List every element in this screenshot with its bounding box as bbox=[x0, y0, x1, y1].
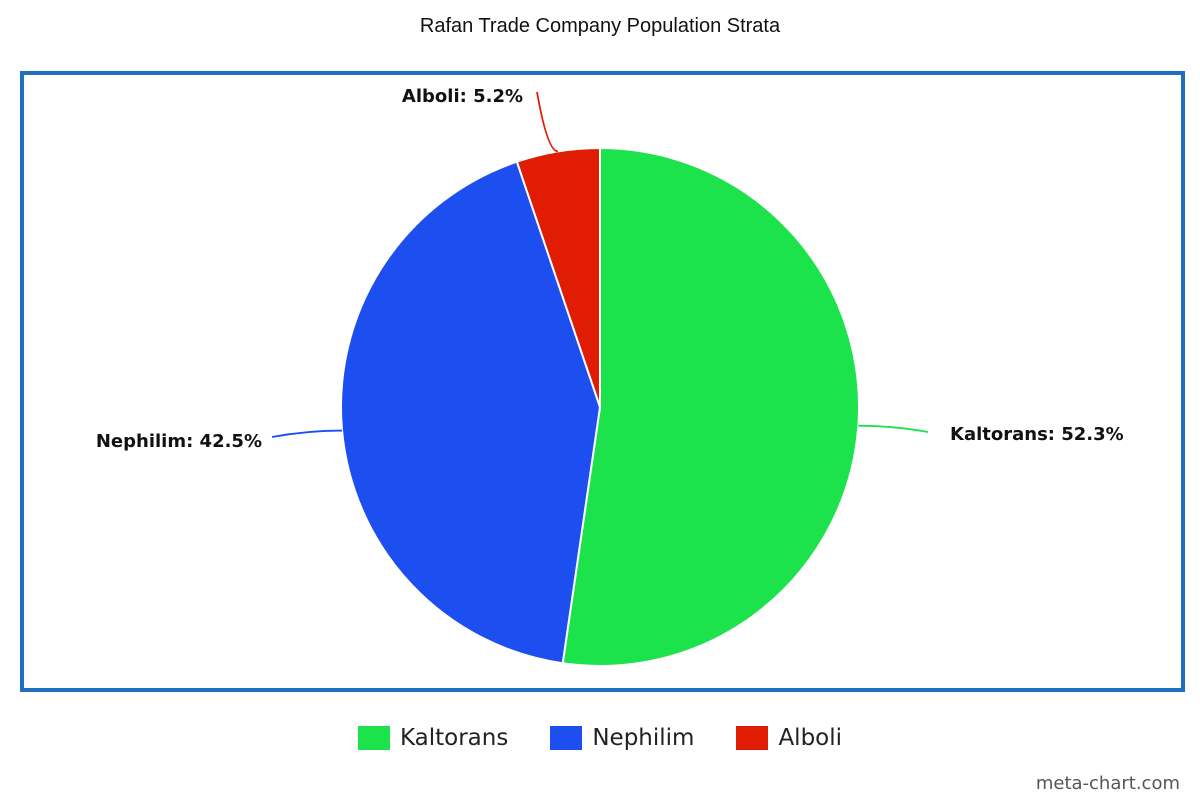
pie-slice-alboli[interactable] bbox=[515, 146, 601, 408]
legend-item-alboli[interactable]: Alboli bbox=[736, 725, 842, 751]
leader-line-nephilim bbox=[271, 429, 343, 438]
data-label-alboli: Alboli: 5.2% bbox=[402, 86, 523, 107]
legend-swatch-alboli bbox=[736, 726, 769, 750]
watermark-text[interactable]: meta-chart.com bbox=[1035, 773, 1180, 794]
legend-swatch-nephilim bbox=[550, 726, 583, 750]
legend-item-kaltorans[interactable]: Kaltorans bbox=[357, 725, 509, 751]
legend-label-alboli: Alboli bbox=[778, 725, 843, 751]
legend-label-kaltorans: Kaltorans bbox=[399, 725, 509, 751]
pie-slice-nephilim[interactable] bbox=[340, 160, 602, 665]
chart-title: Rafan Trade Company Population Strata bbox=[419, 15, 781, 37]
legend-swatch-kaltorans bbox=[357, 726, 390, 750]
legend: Kaltorans Nephilim Alboli bbox=[0, 725, 1200, 751]
legend-item-nephilim[interactable]: Nephilim bbox=[550, 725, 694, 751]
pie-slice-kaltorans[interactable] bbox=[561, 146, 860, 667]
data-label-nephilim: Nephilim: 42.5% bbox=[96, 431, 262, 452]
legend-label-nephilim: Nephilim bbox=[592, 725, 695, 751]
leader-line-alboli bbox=[536, 91, 559, 153]
leader-line-kaltorans bbox=[858, 424, 929, 433]
plot-area-frame bbox=[20, 71, 1185, 692]
data-label-kaltorans: Kaltorans: 52.3% bbox=[950, 424, 1124, 445]
